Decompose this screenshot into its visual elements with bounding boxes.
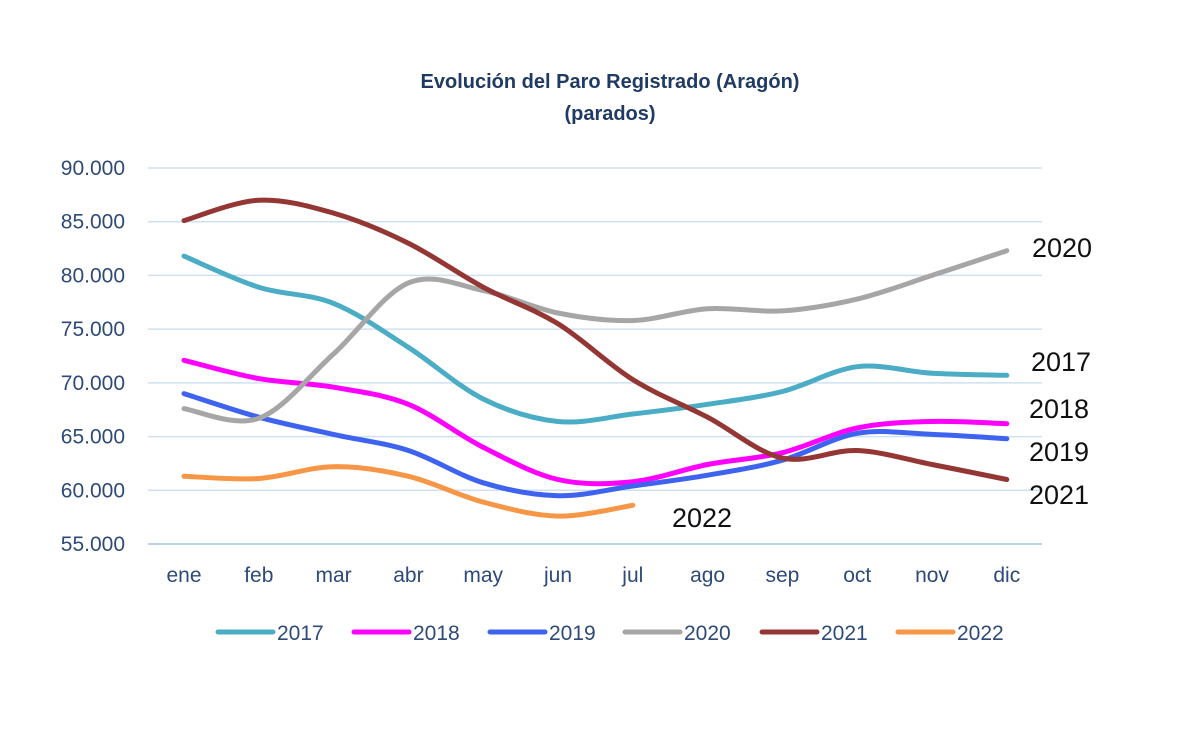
- end-label-2019: 2019: [1029, 437, 1089, 467]
- x-tick-label: jul: [621, 564, 643, 587]
- series-line-2018: [181, 357, 1010, 487]
- chart-title: Evolución del Paro Registrado (Aragón): [420, 71, 800, 93]
- x-tick-label: abr: [393, 564, 423, 587]
- chart-subtitle: (parados): [564, 103, 656, 125]
- x-tick-label: feb: [244, 564, 273, 587]
- x-tick-label: oct: [843, 564, 871, 587]
- series-line-2021: [181, 197, 1010, 482]
- x-tick-label: ene: [166, 564, 201, 587]
- x-axis-labels: ene feb mar abr may jun jul ago sep oct nov dic: [166, 564, 1020, 587]
- x-tick-label: mar: [316, 564, 352, 587]
- series-line-2022: [181, 464, 636, 519]
- y-tick-label: 90.000: [61, 157, 125, 180]
- y-tick-label: 65.000: [61, 426, 125, 449]
- end-label-2021: 2021: [1029, 480, 1089, 510]
- series-lines: [181, 197, 1010, 519]
- x-tick-label: dic: [993, 564, 1020, 587]
- x-tick-label: ago: [690, 564, 725, 587]
- y-tick-label: 80.000: [61, 264, 125, 287]
- y-tick-label: 85.000: [61, 211, 125, 234]
- legend-label-2020: 2020: [684, 622, 731, 645]
- end-label-2018: 2018: [1029, 394, 1089, 424]
- end-label-2022: 2022: [672, 503, 732, 533]
- x-tick-label: may: [463, 564, 503, 587]
- y-tick-label: 60.000: [61, 479, 125, 502]
- y-tick-label: 55.000: [61, 533, 125, 556]
- series-line-2019: [181, 391, 1010, 499]
- series-end-labels: 2017 2018 2019 2020 2021 2022: [672, 233, 1092, 533]
- x-tick-label: nov: [915, 564, 949, 587]
- series-line-2020: [181, 248, 1010, 424]
- y-tick-label: 75.000: [61, 318, 125, 341]
- y-tick-label: 70.000: [61, 372, 125, 395]
- x-tick-label: sep: [765, 564, 799, 587]
- legend-label-2018: 2018: [413, 622, 460, 645]
- series-line-2017: [181, 253, 1010, 425]
- legend-label-2017: 2017: [277, 622, 324, 645]
- legend: 2017 2018 2019 2020 2021 2022: [215, 622, 1004, 645]
- end-label-2017: 2017: [1031, 347, 1091, 377]
- gridlines: [148, 167, 1042, 545]
- legend-label-2019: 2019: [549, 622, 596, 645]
- legend-label-2022: 2022: [957, 622, 1004, 645]
- y-axis-labels: 90.000 85.000 80.000 75.000 70.000 65.000 60.0…: [61, 157, 125, 556]
- legend-label-2021: 2021: [821, 622, 868, 645]
- end-label-2020: 2020: [1032, 233, 1092, 263]
- x-tick-label: jun: [543, 564, 572, 587]
